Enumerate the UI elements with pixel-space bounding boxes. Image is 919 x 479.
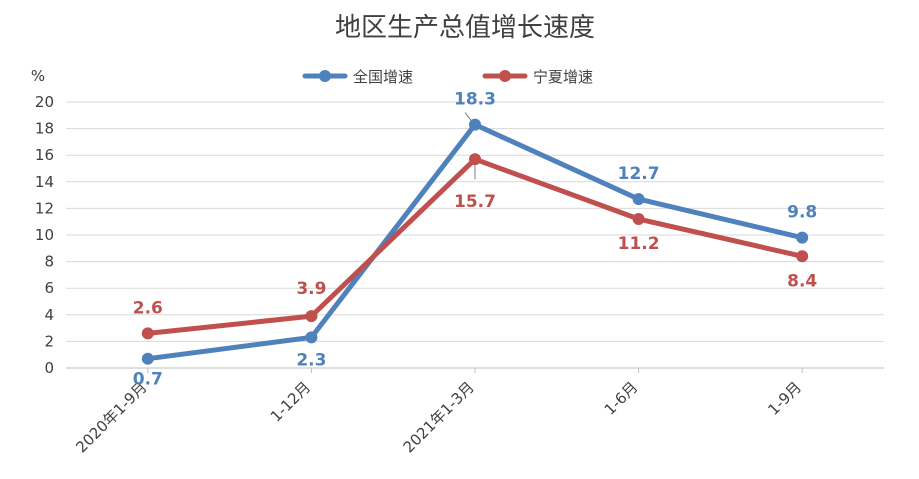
data-label: 18.3 <box>454 90 496 110</box>
data-label: 2.6 <box>133 298 163 318</box>
data-label: 8.4 <box>787 271 817 291</box>
data-point <box>141 327 154 340</box>
legend-marker <box>499 70 511 82</box>
data-label: 0.7 <box>133 370 163 390</box>
y-tick-label: 6 <box>44 279 54 297</box>
y-tick-label: 14 <box>35 173 54 191</box>
legend: 全国增速 宁夏增速 <box>302 68 593 86</box>
y-tick-label: 8 <box>44 253 54 271</box>
data-point <box>796 250 809 263</box>
y-axis-unit-label: % <box>31 67 45 85</box>
x-tick-label: 1-9月 <box>764 378 805 419</box>
series-line-2 <box>145 156 805 336</box>
legend-label: 宁夏增速 <box>533 68 593 86</box>
y-tick-label: 2 <box>44 332 54 350</box>
y-tick-label: 12 <box>35 199 54 217</box>
data-label: 11.2 <box>618 234 660 254</box>
x-axis-ticks: 2020年1-9月 1-12月 2021年1-3月 1-6月 1-9月 <box>72 368 805 456</box>
legend-marker <box>319 70 331 82</box>
y-tick-label: 18 <box>35 120 54 138</box>
data-point <box>796 231 809 244</box>
data-point <box>305 331 318 344</box>
y-tick-label: 10 <box>35 226 54 244</box>
data-point <box>141 352 154 365</box>
x-tick-label: 2020年1-9月 <box>72 378 150 456</box>
data-label: 2.3 <box>296 350 326 370</box>
data-label: 15.7 <box>454 192 496 212</box>
y-tick-label: 0 <box>44 359 54 377</box>
x-tick-label: 2021年1-3月 <box>400 378 478 456</box>
data-label: 12.7 <box>618 164 660 184</box>
series-group: 0.7 2.3 18.3 12.7 9.8 2.6 3.9 15.7 11.2 8.4 <box>133 90 818 390</box>
x-tick-label: 1-12月 <box>267 378 314 425</box>
leader-line <box>464 112 473 122</box>
data-point <box>305 310 318 323</box>
data-point <box>469 153 481 166</box>
y-tick-label: 20 <box>35 93 54 111</box>
data-point <box>632 193 645 206</box>
data-label: 3.9 <box>296 279 326 299</box>
data-point <box>632 213 645 226</box>
x-tick-label: 1-6月 <box>601 378 642 419</box>
legend-label: 全国增速 <box>353 68 413 86</box>
y-axis-ticks: 0 2 4 6 8 10 12 14 16 18 20 <box>35 93 54 377</box>
chart-title: 地区生产总值增长速度 <box>335 13 595 43</box>
y-tick-label: 16 <box>35 146 54 164</box>
data-label: 9.8 <box>787 203 817 223</box>
y-tick-label: 4 <box>44 306 54 324</box>
